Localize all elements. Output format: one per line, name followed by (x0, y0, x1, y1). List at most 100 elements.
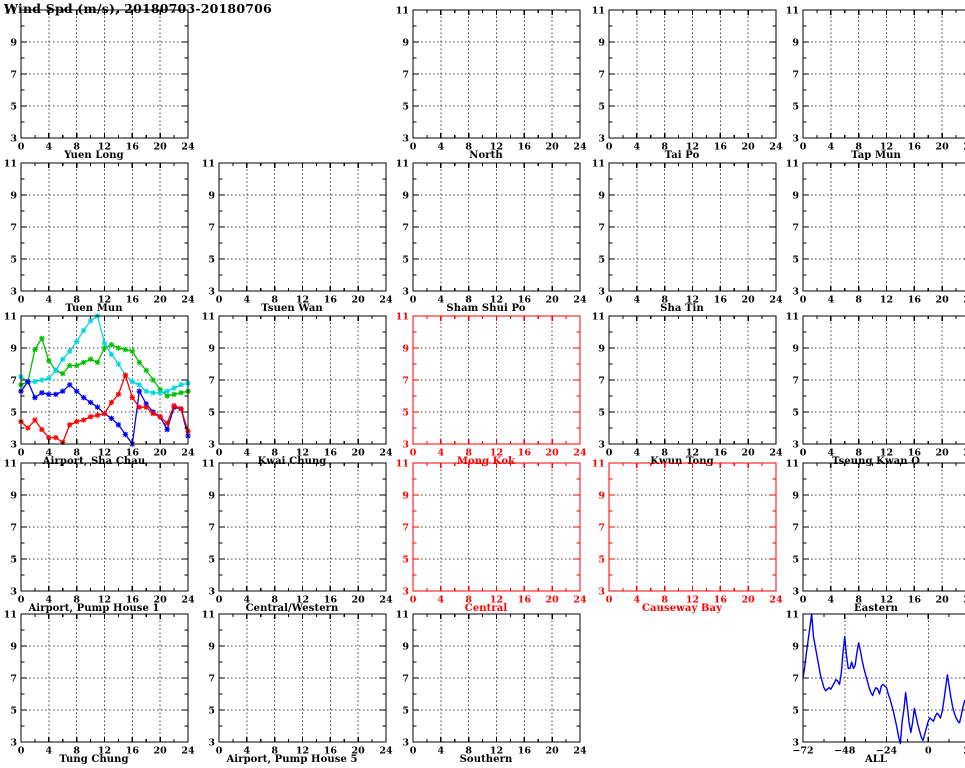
y-tick-label: 7 (792, 222, 799, 233)
x-tick-label: 4 (46, 746, 53, 755)
x-tick-label: 4 (46, 142, 53, 151)
x-tick-label: 12 (98, 295, 111, 304)
x-tick-label: 24 (379, 595, 393, 604)
y-tick-label: 5 (10, 254, 17, 265)
x-tick-label: 12 (296, 595, 309, 604)
x-tick-label: 0 (606, 142, 613, 151)
x-tick-label: 8 (855, 295, 862, 304)
y-tick-label: 5 (208, 554, 215, 565)
x-tick-label: 16 (714, 595, 728, 604)
x-tick-label: 24 (573, 448, 587, 457)
x-tick-label: 8 (661, 142, 668, 151)
y-tick-label: 11 (4, 458, 17, 469)
x-tick-label: 20 (936, 595, 950, 604)
panel-caption: Tsuen Wan (261, 303, 323, 314)
y-tick-label: 3 (10, 439, 17, 450)
x-tick-label: 8 (855, 448, 862, 457)
x-tick-label: 8 (465, 595, 472, 604)
x-tick-label: 4 (438, 295, 445, 304)
y-tick-label: 3 (402, 286, 409, 297)
y-tick-label: 11 (786, 158, 799, 169)
panel-north: 3 5 7 9 11 0 4 8 12 16 20 24 North (392, 0, 588, 164)
x-tick-label: 20 (742, 448, 756, 457)
x-tick-label: 24 (963, 295, 965, 304)
y-tick-label: 3 (598, 439, 605, 450)
panel-caption: Yuen Long (64, 150, 124, 161)
x-tick-label: 20 (936, 142, 950, 151)
x-tick-label: 4 (828, 448, 835, 457)
x-tick-label: 20 (936, 448, 950, 457)
x-tick-label: 0 (800, 448, 807, 457)
x-tick-label: 0 (800, 142, 807, 151)
y-tick-label: 9 (598, 37, 605, 48)
y-tick-label: 3 (10, 737, 17, 748)
x-tick-label: 0 (216, 746, 223, 755)
x-tick-label: 24 (181, 448, 195, 457)
y-tick-label: 7 (792, 673, 799, 684)
x-tick-label: 8 (73, 295, 80, 304)
x-tick-label: 24 (963, 595, 965, 604)
x-tick-label: 4 (634, 142, 641, 151)
x-tick-label: 8 (271, 295, 278, 304)
y-tick-label: 5 (402, 101, 409, 112)
x-tick-label: 16 (518, 142, 532, 151)
x-tick-label: 24 (181, 295, 195, 304)
x-tick-label: 8 (271, 448, 278, 457)
y-tick-label: 9 (792, 190, 799, 201)
x-tick-label: −24 (876, 746, 898, 755)
y-tick-label: 7 (792, 522, 799, 533)
x-tick-label: 24 (181, 142, 195, 151)
y-tick-label: 7 (402, 375, 409, 386)
panel-tap-mun: 3 5 7 9 11 0 4 8 12 16 20 24 Tap Mun (782, 0, 965, 164)
panel-caption: Causeway Bay (641, 603, 723, 614)
y-tick-label: 9 (598, 343, 605, 354)
x-tick-label: 0 (18, 595, 25, 604)
x-tick-label: 12 (880, 142, 893, 151)
x-tick-label: 4 (828, 295, 835, 304)
x-tick-label: 12 (98, 142, 111, 151)
x-tick-label: 20 (546, 142, 560, 151)
x-tick-label: 20 (742, 595, 756, 604)
panel-airport-pump-house-1: 3 5 7 9 11 0 4 8 12 16 20 24 Airport, Pump House 1 (0, 453, 196, 617)
axes: 3 5 7 9 11 0 4 8 12 16 20 24 (592, 458, 783, 604)
y-tick-label: 5 (208, 254, 215, 265)
y-tick-label: 11 (396, 609, 409, 620)
panel-caption: Airport, Pump House 1 (28, 603, 160, 614)
y-tick-label: 11 (592, 458, 605, 469)
y-tick-label: 5 (208, 705, 215, 716)
axes: 3 5 7 9 11 −72 −48 −24 0 24 (786, 609, 965, 755)
x-tick-label: 20 (546, 295, 560, 304)
panel-caption: Sha Tin (660, 303, 704, 314)
y-tick-label: 5 (10, 705, 17, 716)
y-tick-label: 7 (792, 375, 799, 386)
x-tick-label: 4 (46, 295, 53, 304)
x-tick-label: 24 (573, 295, 587, 304)
panel-central-western: 3 5 7 9 11 0 4 8 12 16 20 24 Central/Western (198, 453, 394, 617)
y-tick-label: 7 (208, 673, 215, 684)
y-tick-label: 5 (792, 554, 799, 565)
x-tick-label: 24 (769, 295, 783, 304)
panel-sham-shui-po: 3 5 7 9 11 0 4 8 12 16 20 24 Sham Shui Po (392, 153, 588, 317)
x-tick-label: 4 (634, 595, 641, 604)
axes: 3 5 7 9 11 0 4 8 12 16 20 24 (396, 609, 587, 755)
y-tick-label: 7 (598, 522, 605, 533)
x-tick-label: 20 (352, 746, 366, 755)
x-tick-label: 20 (352, 295, 366, 304)
x-tick-label: 16 (518, 746, 532, 755)
y-tick-label: 5 (208, 407, 215, 418)
panel-tseung-kwan-o: 35791104812162024Tseung Kwan O (782, 306, 965, 470)
x-tick-label: 20 (546, 595, 560, 604)
y-tick-label: 9 (208, 190, 215, 201)
y-tick-label: 5 (598, 407, 605, 418)
y-tick-label: 5 (792, 101, 799, 112)
y-tick-label: 7 (402, 673, 409, 684)
x-tick-label: 8 (465, 448, 472, 457)
x-tick-label: 0 (410, 448, 417, 457)
y-tick-label: 9 (10, 343, 17, 354)
y-tick-label: 11 (786, 458, 799, 469)
x-tick-label: 24 (769, 595, 783, 604)
axes: 3 5 7 9 11 0 4 8 12 16 20 24 (786, 311, 965, 457)
x-tick-label: 0 (410, 142, 417, 151)
y-tick-label: 11 (396, 311, 409, 322)
